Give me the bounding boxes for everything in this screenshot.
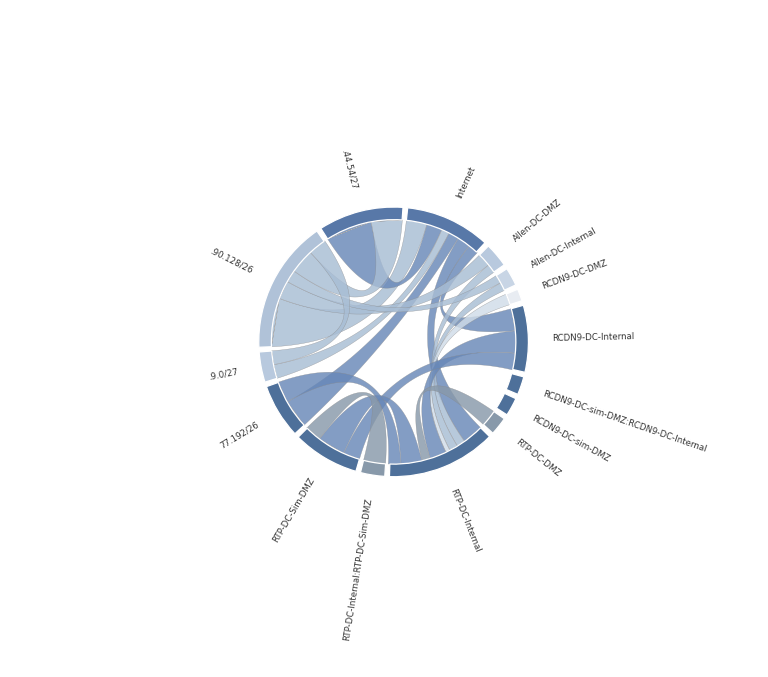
Polygon shape [294,219,402,297]
Polygon shape [328,222,442,288]
Wedge shape [298,429,359,471]
Text: Allen-DC-Internal: Allen-DC-Internal [530,226,599,269]
Text: 77.192/26: 77.192/26 [218,420,260,450]
Polygon shape [306,393,386,464]
Wedge shape [321,207,403,239]
Text: .90.128/26: .90.128/26 [208,246,254,276]
Polygon shape [432,265,494,446]
Text: RCDN9-DC-sim-DMZ:RCDN9-DC-Internal: RCDN9-DC-sim-DMZ:RCDN9-DC-Internal [541,389,708,454]
Polygon shape [422,331,516,458]
Polygon shape [273,230,449,378]
Polygon shape [319,395,422,464]
Polygon shape [287,233,458,425]
Text: RCDN9-DC-Internal: RCDN9-DC-Internal [551,332,634,343]
Wedge shape [511,305,528,372]
Polygon shape [280,255,488,314]
Wedge shape [259,351,277,382]
Wedge shape [496,269,516,290]
Text: .9.0/27: .9.0/27 [208,367,239,382]
Text: .44.54/27: .44.54/27 [340,148,359,190]
Text: RCDN9-DC-DMZ: RCDN9-DC-DMZ [541,259,608,291]
Polygon shape [440,246,515,332]
Polygon shape [429,294,510,452]
Wedge shape [259,231,324,347]
Polygon shape [272,241,350,365]
Polygon shape [278,372,401,464]
Wedge shape [506,289,522,305]
Text: RTP-DC-Sim-DMZ: RTP-DC-Sim-DMZ [272,476,317,544]
Polygon shape [287,271,501,312]
Wedge shape [479,246,505,272]
Text: RTP-DC-DMZ: RTP-DC-DMZ [515,437,562,478]
Polygon shape [415,386,494,461]
Text: Internet: Internet [455,165,477,200]
Text: RCDN9-DC-sim-DMZ: RCDN9-DC-sim-DMZ [530,414,611,464]
Polygon shape [271,220,427,347]
Text: Allen-DC-DMZ: Allen-DC-DMZ [511,198,564,244]
Polygon shape [428,238,481,441]
Wedge shape [266,383,304,434]
Wedge shape [406,208,485,252]
Wedge shape [496,393,516,415]
Text: RTP-DC-Internal: RTP-DC-Internal [449,487,482,553]
Polygon shape [344,352,515,459]
Wedge shape [360,460,386,477]
Wedge shape [506,374,524,395]
Wedge shape [389,428,489,477]
Wedge shape [484,412,505,433]
Polygon shape [431,283,505,450]
Text: RTP-DC-Internal:RTP-DC-Sim-DMZ: RTP-DC-Internal:RTP-DC-Sim-DMZ [342,498,373,641]
